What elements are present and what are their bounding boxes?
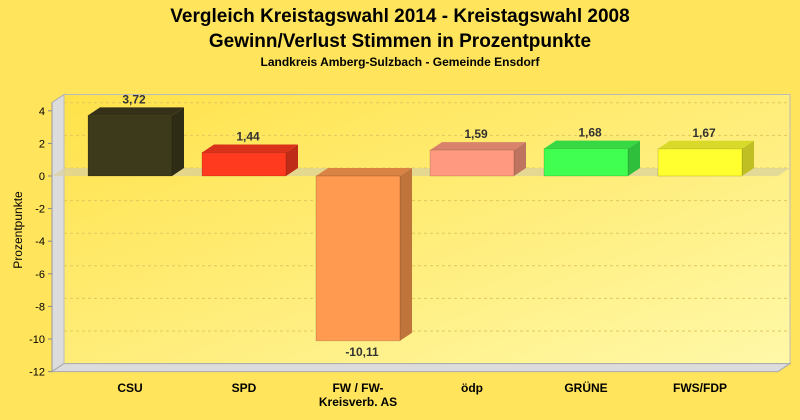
back-wall <box>63 94 791 365</box>
bar <box>315 175 401 342</box>
bar-top <box>202 144 298 153</box>
y-tick-label: -12 <box>29 367 45 379</box>
bar <box>657 148 743 177</box>
bar <box>87 114 173 177</box>
y-tick-label: -8 <box>35 301 45 313</box>
bar-top <box>316 168 412 176</box>
bar-side <box>514 142 526 176</box>
x-tick-label: FW / FW- <box>332 381 383 395</box>
bar-side <box>172 107 184 176</box>
bar <box>429 149 515 177</box>
data-label: 3,72 <box>122 92 146 106</box>
y-tick-label: -4 <box>35 236 45 248</box>
bar-side <box>400 168 412 341</box>
y-tick-label: 2 <box>39 138 45 150</box>
x-tick-label: Kreisverb. AS <box>319 395 397 409</box>
data-label: 1,68 <box>578 126 602 140</box>
bar <box>201 152 287 177</box>
chart-title: Vergleich Kreistagswahl 2014 - Kreistags… <box>170 6 629 27</box>
x-tick-label: GRÜNE <box>564 380 607 395</box>
data-label: 1,67 <box>692 126 716 140</box>
bar-top <box>658 140 754 149</box>
x-tick-label: CSU <box>117 381 142 395</box>
data-label: 1,44 <box>236 130 260 144</box>
floor <box>50 363 792 373</box>
bar-top <box>88 107 184 116</box>
bar-top <box>544 140 640 149</box>
chart-subsubtitle: Landkreis Amberg-Sulzbach - Gemeinde Ens… <box>261 55 541 69</box>
y-tick-label: -2 <box>35 204 45 216</box>
y-tick-label: -10 <box>29 334 45 346</box>
bar-side <box>286 144 298 176</box>
left-wall <box>51 93 65 373</box>
y-tick-label: 4 <box>39 106 45 118</box>
x-tick-label: FWS/FDP <box>673 381 727 395</box>
x-tick-label: SPD <box>232 381 257 395</box>
chart-subtitle: Gewinn/Verlust Stimmen in Prozentpunkte <box>209 31 591 52</box>
y-tick-label: 0 <box>39 171 45 183</box>
y-tick-label: -6 <box>35 269 45 281</box>
data-label: 1,59 <box>464 127 488 141</box>
y-axis-label: Prozentpunkte <box>11 191 25 269</box>
data-label: -10,11 <box>345 345 379 359</box>
x-tick-label: ödp <box>461 381 483 395</box>
bar <box>543 148 629 177</box>
bar-top <box>430 142 526 151</box>
bar-side <box>628 140 640 176</box>
bar-side <box>742 140 754 176</box>
